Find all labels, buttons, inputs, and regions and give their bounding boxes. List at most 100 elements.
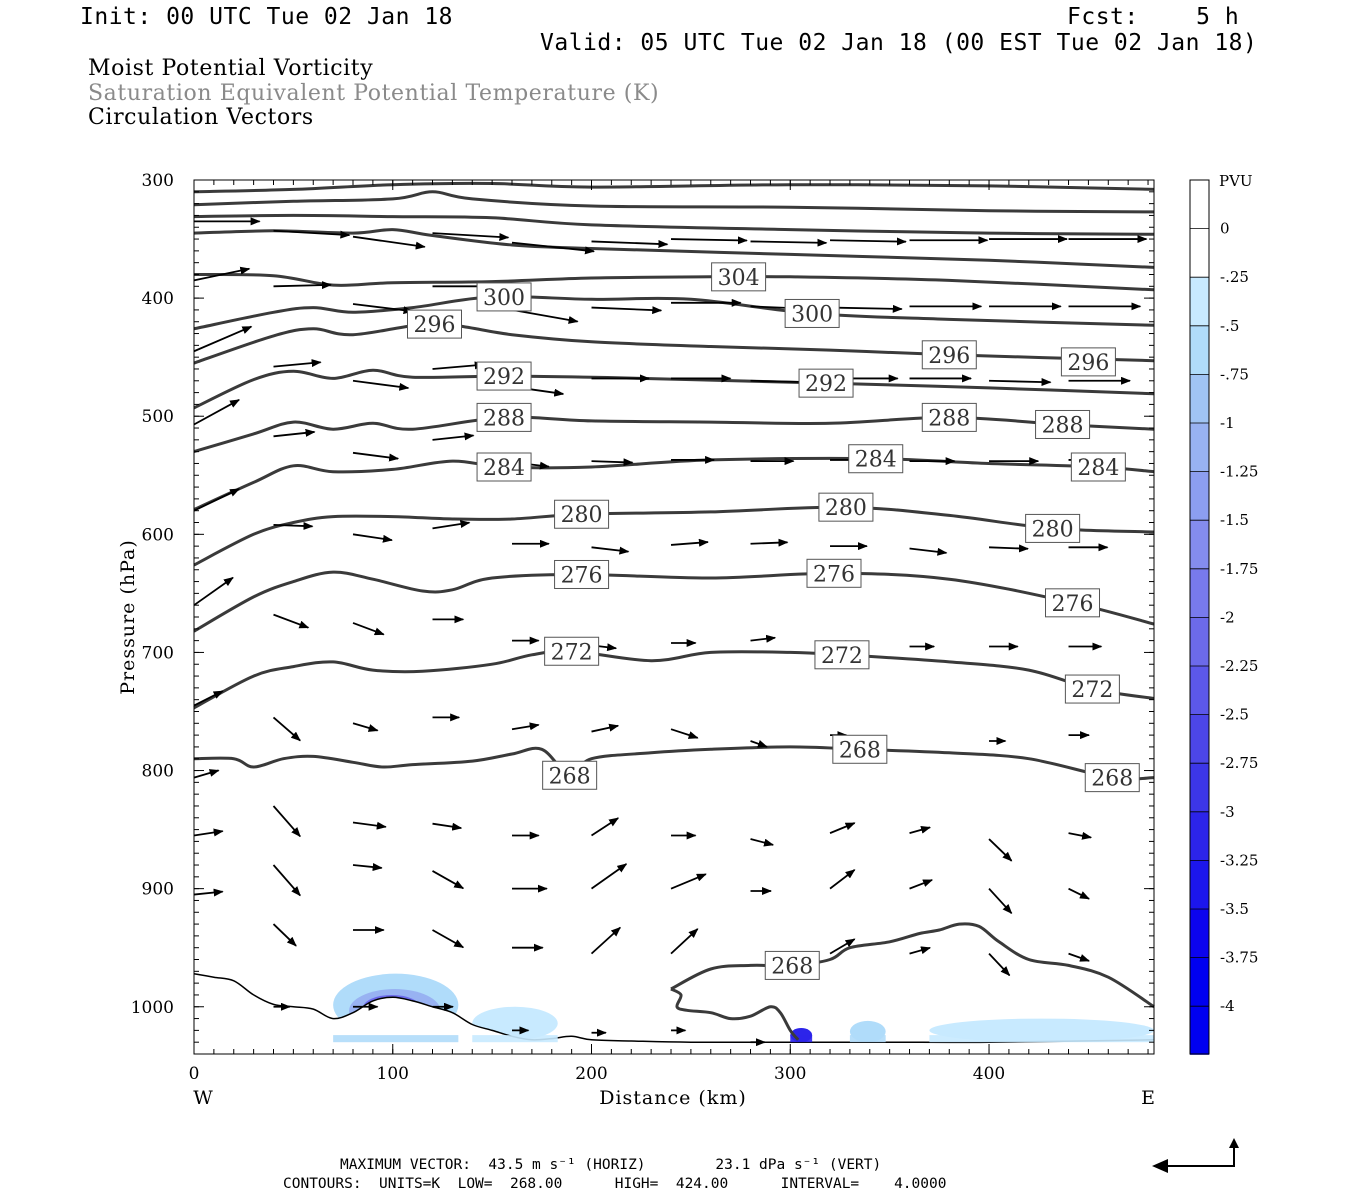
colorbar-label: -2.25 — [1220, 657, 1258, 675]
circulation-vector — [193, 399, 240, 426]
max-vector-text: MAXIMUM VECTOR: 43.5 m s⁻¹ (HORIZ) 23.1 … — [340, 1157, 882, 1173]
circulation-vector — [1068, 831, 1093, 840]
circulation-vector — [272, 864, 301, 897]
terrain-fill — [194, 973, 1154, 1054]
contour-label-box — [476, 282, 532, 312]
contour-label: 276 — [813, 562, 855, 587]
west-label: W — [193, 1087, 213, 1109]
init-time: Init: 00 UTC Tue 02 Jan 18 — [80, 4, 454, 30]
circulation-vector — [432, 520, 471, 530]
contour-label-box — [848, 444, 904, 474]
contour-label-box — [921, 402, 977, 432]
circulation-vector — [432, 929, 465, 949]
circulation-vector — [590, 863, 628, 890]
contour-label: 288 — [928, 406, 970, 431]
contour-label-box — [1060, 347, 1116, 377]
circulation-vector — [909, 879, 934, 890]
contour-label: 268 — [1091, 767, 1133, 792]
y-tick-label: 900 — [142, 880, 174, 900]
theta-contour — [193, 228, 1155, 269]
circulation-vector — [352, 863, 383, 872]
colorbar-label: -1.5 — [1220, 511, 1249, 529]
theta-contour — [193, 368, 1155, 410]
circulation-vector — [670, 728, 699, 739]
contour-label-box — [1070, 452, 1126, 482]
colorbar-swatch — [1190, 957, 1209, 1007]
circulation-vector — [432, 822, 463, 831]
contour-label-box — [476, 452, 532, 482]
contour-label: 280 — [825, 496, 867, 521]
contour-label: 288 — [483, 406, 525, 431]
circulation-vector — [591, 306, 663, 315]
circulation-vector — [829, 938, 856, 955]
circulation-vector — [511, 241, 596, 255]
circulation-vector — [591, 546, 630, 555]
pv-shade-surface — [849, 1035, 886, 1043]
reference-vector-icon — [1152, 1138, 1239, 1173]
contour-label: 300 — [483, 286, 525, 311]
contour-label: 272 — [821, 644, 863, 669]
colorbar-swatch — [1190, 666, 1209, 715]
contour-label-box — [476, 402, 532, 432]
contour-label-box — [554, 499, 610, 529]
circulation-vector — [750, 838, 775, 847]
circulation-vector — [352, 235, 426, 250]
y-tick-label: 800 — [142, 762, 174, 782]
circulation-vector — [511, 309, 579, 324]
circulation-vector — [591, 239, 669, 248]
field-title-pv: Moist Potential Vorticity — [88, 56, 374, 81]
colorbar-label: -.75 — [1220, 365, 1249, 383]
circulation-vector — [830, 237, 907, 246]
colorbar-swatch — [1190, 423, 1209, 472]
circulation-vector — [750, 740, 768, 748]
circulation-vector — [670, 873, 707, 890]
circulation-vector — [670, 928, 699, 955]
circulation-vector — [193, 488, 241, 512]
colorbar-swatch — [1190, 228, 1209, 278]
circulation-vector — [830, 304, 903, 313]
theta-contour — [193, 213, 1155, 236]
cross-section-chart: 304 300 300 296 296 296 292 292 288 288 288 284 284 2… — [117, 171, 1258, 1109]
circulation-vector — [1068, 887, 1090, 900]
theta-contour — [193, 456, 1155, 511]
colorbar-swatch — [1190, 568, 1209, 618]
colorbar-swatch — [1190, 617, 1209, 666]
circulation-vector — [590, 926, 621, 955]
colorbar-swatch — [1190, 180, 1209, 229]
contour-label-box — [542, 760, 598, 790]
colorbar-label: -4 — [1220, 997, 1235, 1015]
field-title-theta: Saturation Equivalent Potential Temperat… — [88, 81, 660, 106]
pv-shade-surface — [790, 1035, 813, 1043]
circulation-vector — [352, 451, 400, 462]
contour-label: 280 — [561, 503, 603, 528]
circulation-vector — [273, 428, 316, 438]
contour-label: 268 — [549, 764, 591, 789]
contour-label-box — [1045, 588, 1101, 618]
x-tick-label: 0 — [189, 1064, 200, 1084]
circulation-vector — [671, 236, 748, 245]
colorbar-swatch — [1190, 471, 1209, 521]
circulation-vector — [670, 538, 709, 547]
circulation-vector — [432, 232, 510, 241]
colorbar-swatch — [1190, 811, 1209, 861]
y-tick-label: 500 — [142, 407, 174, 427]
circulation-vector — [273, 521, 314, 530]
circulation-vector — [272, 805, 301, 838]
east-label: E — [1141, 1087, 1155, 1109]
y-tick-label: 300 — [142, 171, 174, 191]
y-tick-label: 400 — [142, 289, 174, 309]
colorbar-label: -2 — [1220, 608, 1235, 626]
colorbar-label: -.25 — [1220, 268, 1249, 286]
y-axis-label: Pressure (hPa) — [117, 539, 139, 695]
circulation-vector — [750, 634, 777, 643]
circulation-vector — [432, 361, 485, 370]
theta-contour — [193, 570, 1155, 633]
colorbar-label: -3.75 — [1220, 949, 1258, 967]
circulation-vector — [273, 359, 322, 368]
colorbar-swatch — [1190, 909, 1209, 958]
circulation-vector — [988, 838, 1013, 862]
circulation-vector — [591, 458, 634, 467]
contour-label: 284 — [483, 456, 525, 481]
contour-label-box — [818, 492, 874, 522]
circulation-vector — [829, 869, 856, 890]
